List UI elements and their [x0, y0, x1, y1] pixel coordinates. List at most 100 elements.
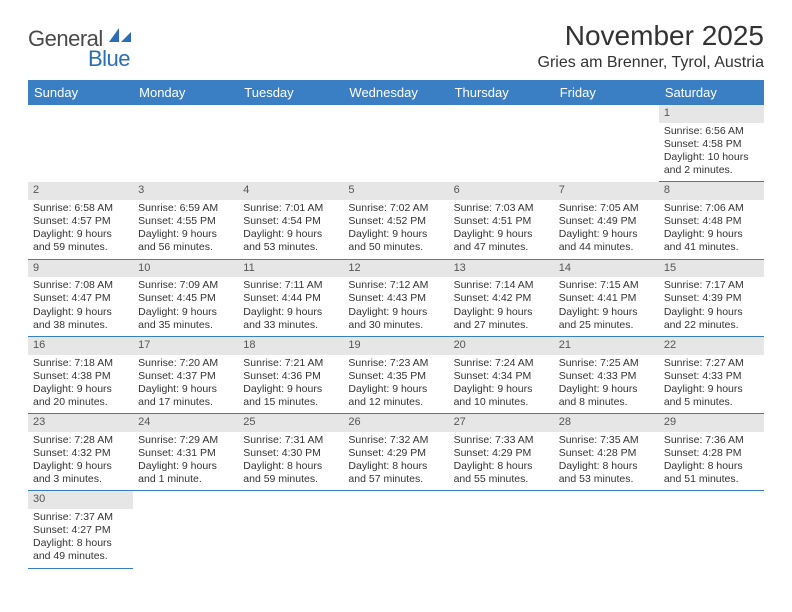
day-text-line: Daylight: 8 hours: [33, 537, 128, 550]
day-body: Sunrise: 7:37 AMSunset: 4:27 PMDaylight:…: [28, 509, 133, 568]
day-number: 23: [28, 414, 133, 432]
day-cell: 26Sunrise: 7:32 AMSunset: 4:29 PMDayligh…: [343, 414, 448, 491]
day-body: Sunrise: 7:17 AMSunset: 4:39 PMDaylight:…: [659, 277, 764, 336]
day-number: 7: [554, 182, 659, 200]
day-text-line: and 33 minutes.: [243, 319, 338, 332]
day-text-line: and 44 minutes.: [559, 241, 654, 254]
title-block: November 2025 Gries am Brenner, Tyrol, A…: [538, 20, 764, 72]
day-text-line: Sunrise: 7:09 AM: [138, 279, 233, 292]
day-text-line: Daylight: 9 hours: [454, 228, 549, 241]
weekday-header: Thursday: [449, 80, 554, 105]
day-text-line: Daylight: 9 hours: [664, 228, 759, 241]
day-text-line: and 57 minutes.: [348, 473, 443, 486]
day-text-line: Daylight: 8 hours: [559, 460, 654, 473]
day-text-line: and 5 minutes.: [664, 396, 759, 409]
day-body: Sunrise: 7:06 AMSunset: 4:48 PMDaylight:…: [659, 200, 764, 259]
day-text-line: Sunrise: 7:06 AM: [664, 202, 759, 215]
day-text-line: Sunset: 4:58 PM: [664, 138, 759, 151]
day-cell-empty: [133, 105, 238, 182]
day-number: 11: [238, 260, 343, 278]
logo-text-blue: Blue: [88, 46, 130, 72]
day-cell: 24Sunrise: 7:29 AMSunset: 4:31 PMDayligh…: [133, 414, 238, 491]
day-text-line: Sunset: 4:55 PM: [138, 215, 233, 228]
day-text-line: and 2 minutes.: [664, 164, 759, 177]
day-text-line: Daylight: 9 hours: [33, 306, 128, 319]
week-row: 1 Sunrise: 6:56 AMSunset: 4:58 PMDaylight…: [28, 105, 764, 182]
day-text-line: Sunset: 4:29 PM: [454, 447, 549, 460]
day-number: 21: [554, 337, 659, 355]
day-text-line: Sunset: 4:37 PM: [138, 370, 233, 383]
day-text-line: and 30 minutes.: [348, 319, 443, 332]
day-body: Sunrise: 7:11 AMSunset: 4:44 PMDaylight:…: [238, 277, 343, 336]
day-cell: 2Sunrise: 6:58 AMSunset: 4:57 PMDaylight…: [28, 182, 133, 259]
header: General Blue November 2025 Gries am Bren…: [28, 20, 764, 72]
day-cell: 8Sunrise: 7:06 AMSunset: 4:48 PMDaylight…: [659, 182, 764, 259]
day-cell-empty: [343, 491, 448, 568]
day-cell-empty: [133, 491, 238, 568]
day-text-line: Sunrise: 7:08 AM: [33, 279, 128, 292]
day-text-line: Sunrise: 7:37 AM: [33, 511, 128, 524]
day-text-line: Daylight: 9 hours: [33, 228, 128, 241]
day-cell: 19Sunrise: 7:23 AMSunset: 4:35 PMDayligh…: [343, 337, 448, 414]
day-cell: 5Sunrise: 7:02 AMSunset: 4:52 PMDaylight…: [343, 182, 448, 259]
weekday-header: Friday: [554, 80, 659, 105]
day-text-line: Daylight: 9 hours: [138, 383, 233, 396]
day-body: Sunrise: 7:29 AMSunset: 4:31 PMDaylight:…: [133, 432, 238, 491]
day-number: 17: [133, 337, 238, 355]
day-text-line: Sunrise: 7:28 AM: [33, 434, 128, 447]
day-cell-empty: [238, 491, 343, 568]
day-cell: 29Sunrise: 7:36 AMSunset: 4:28 PMDayligh…: [659, 414, 764, 491]
calendar: SundayMondayTuesdayWednesdayThursdayFrid…: [28, 80, 764, 569]
day-cell: 15Sunrise: 7:17 AMSunset: 4:39 PMDayligh…: [659, 260, 764, 337]
day-body: Sunrise: 7:02 AMSunset: 4:52 PMDaylight:…: [343, 200, 448, 259]
day-body: Sunrise: 7:01 AMSunset: 4:54 PMDaylight:…: [238, 200, 343, 259]
day-text-line: Sunset: 4:28 PM: [664, 447, 759, 460]
day-text-line: and 59 minutes.: [243, 473, 338, 486]
day-text-line: Sunset: 4:47 PM: [33, 292, 128, 305]
day-text-line: Sunrise: 7:18 AM: [33, 357, 128, 370]
day-text-line: Sunrise: 7:31 AM: [243, 434, 338, 447]
day-text-line: Daylight: 9 hours: [138, 460, 233, 473]
day-cell: 21Sunrise: 7:25 AMSunset: 4:33 PMDayligh…: [554, 337, 659, 414]
day-text-line: Sunset: 4:33 PM: [559, 370, 654, 383]
day-cell: 9Sunrise: 7:08 AMSunset: 4:47 PMDaylight…: [28, 260, 133, 337]
day-text-line: Sunset: 4:33 PM: [664, 370, 759, 383]
day-body: Sunrise: 7:33 AMSunset: 4:29 PMDaylight:…: [449, 432, 554, 491]
day-text-line: Sunset: 4:44 PM: [243, 292, 338, 305]
day-text-line: Sunrise: 7:36 AM: [664, 434, 759, 447]
day-text-line: Daylight: 8 hours: [454, 460, 549, 473]
day-text-line: and 8 minutes.: [559, 396, 654, 409]
day-cell: 1 Sunrise: 6:56 AMSunset: 4:58 PMDaylight…: [659, 105, 764, 182]
day-body: Sunrise: 7:15 AMSunset: 4:41 PMDaylight:…: [554, 277, 659, 336]
day-body: Sunrise: 7:14 AMSunset: 4:42 PMDaylight:…: [449, 277, 554, 336]
day-text-line: Sunrise: 7:23 AM: [348, 357, 443, 370]
day-text-line: Sunset: 4:35 PM: [348, 370, 443, 383]
day-text-line: Sunrise: 7:33 AM: [454, 434, 549, 447]
day-text-line: Daylight: 9 hours: [559, 228, 654, 241]
day-body: Sunrise: 7:32 AMSunset: 4:29 PMDaylight:…: [343, 432, 448, 491]
day-text-line: Sunset: 4:32 PM: [33, 447, 128, 460]
week-row: 30Sunrise: 7:37 AMSunset: 4:27 PMDayligh…: [28, 491, 764, 568]
day-body: Sunrise: 7:27 AMSunset: 4:33 PMDaylight:…: [659, 355, 764, 414]
day-number: 13: [449, 260, 554, 278]
day-number: 1: [659, 105, 764, 123]
day-text-line: and 53 minutes.: [243, 241, 338, 254]
day-cell: 20Sunrise: 7:24 AMSunset: 4:34 PMDayligh…: [449, 337, 554, 414]
day-text-line: and 1 minute.: [138, 473, 233, 486]
day-body: Sunrise: 7:18 AMSunset: 4:38 PMDaylight:…: [28, 355, 133, 414]
day-text-line: Sunset: 4:29 PM: [348, 447, 443, 460]
day-body: Sunrise: 7:12 AMSunset: 4:43 PMDaylight:…: [343, 277, 448, 336]
day-text-line: Sunrise: 6:56 AM: [664, 125, 759, 138]
day-number: 25: [238, 414, 343, 432]
day-text-line: Sunrise: 7:02 AM: [348, 202, 443, 215]
day-body: Sunrise: 7:36 AMSunset: 4:28 PMDaylight:…: [659, 432, 764, 491]
day-text-line: Daylight: 9 hours: [243, 383, 338, 396]
day-number: 24: [133, 414, 238, 432]
week-row: 23 Sunrise: 7:28 AMSunset: 4:32 PM Dayligh…: [28, 414, 764, 491]
day-text-line: Sunset: 4:27 PM: [33, 524, 128, 537]
day-text-line: and 47 minutes.: [454, 241, 549, 254]
day-cell-empty: [343, 105, 448, 182]
day-text-line: Daylight: 10 hours: [664, 151, 759, 164]
day-cell-empty: [238, 105, 343, 182]
day-text-line: Daylight: 8 hours: [243, 460, 338, 473]
